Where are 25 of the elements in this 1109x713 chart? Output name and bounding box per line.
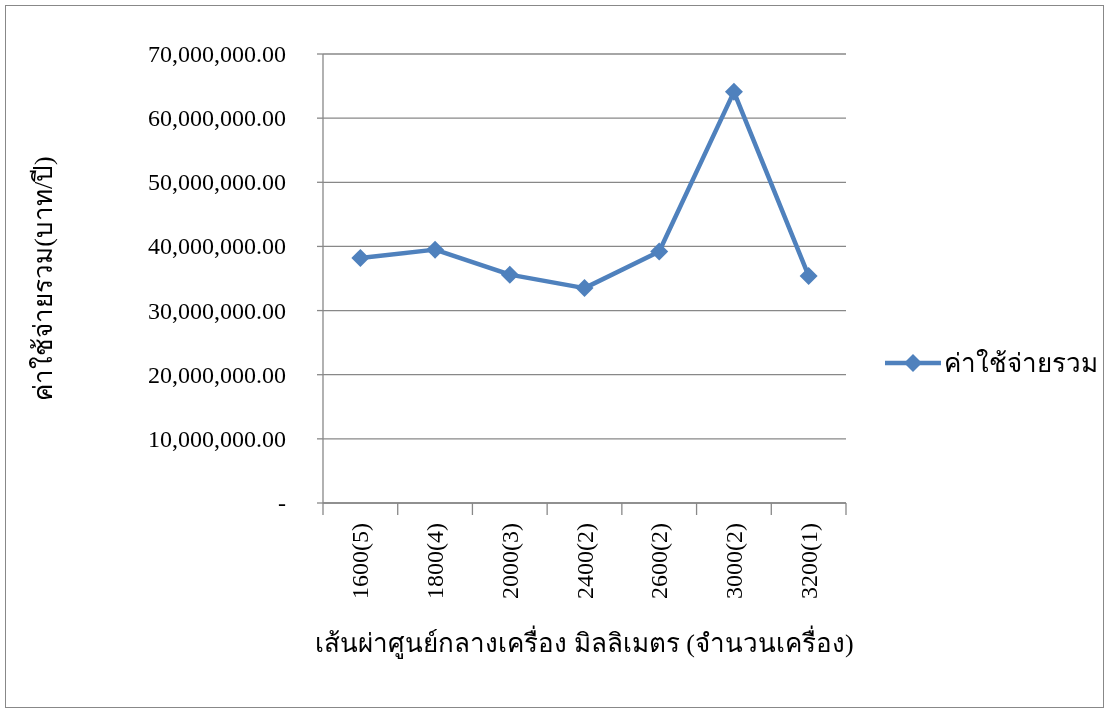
x-axis-title: เส้นผ่าศูนย์กลางเครื่อง มิลลิเมตร (จำนวนเครื่อง) (315, 625, 854, 659)
point (575, 279, 594, 298)
x-tick-label: 3200(1) (795, 523, 822, 599)
y-tick-label: - (278, 490, 286, 516)
x-tick-label: 1600(5) (347, 523, 374, 599)
point (351, 248, 370, 267)
x-tick-label: 2400(2) (571, 523, 598, 599)
y-tick-label: 70,000,000.00 (148, 41, 286, 67)
y-tick-label: 30,000,000.00 (148, 297, 286, 324)
y-tick-label: 20,000,000.00 (148, 361, 286, 388)
x-tick-label: 1800(4) (422, 523, 449, 599)
y-tick-label: 50,000,000.00 (148, 169, 286, 196)
x-tick-label: 3000(2) (720, 523, 747, 599)
x-tick-label: 2000(3) (496, 523, 523, 599)
point (650, 242, 669, 261)
point (500, 265, 519, 284)
legend-label: ค่าใช้จ่ายรวม (944, 349, 1098, 378)
y-tick-label: 40,000,000.00 (148, 233, 286, 260)
y-tick-label: 10,000,000.00 (148, 425, 286, 452)
y-axis-title: ค่าใช้จ่ายรวม(บาท/ปี) (29, 156, 58, 401)
point (426, 240, 445, 259)
point (724, 82, 743, 101)
y-tick-label: 60,000,000.00 (148, 105, 286, 132)
point (799, 266, 818, 285)
x-tick-label: 2600(2) (646, 523, 673, 599)
